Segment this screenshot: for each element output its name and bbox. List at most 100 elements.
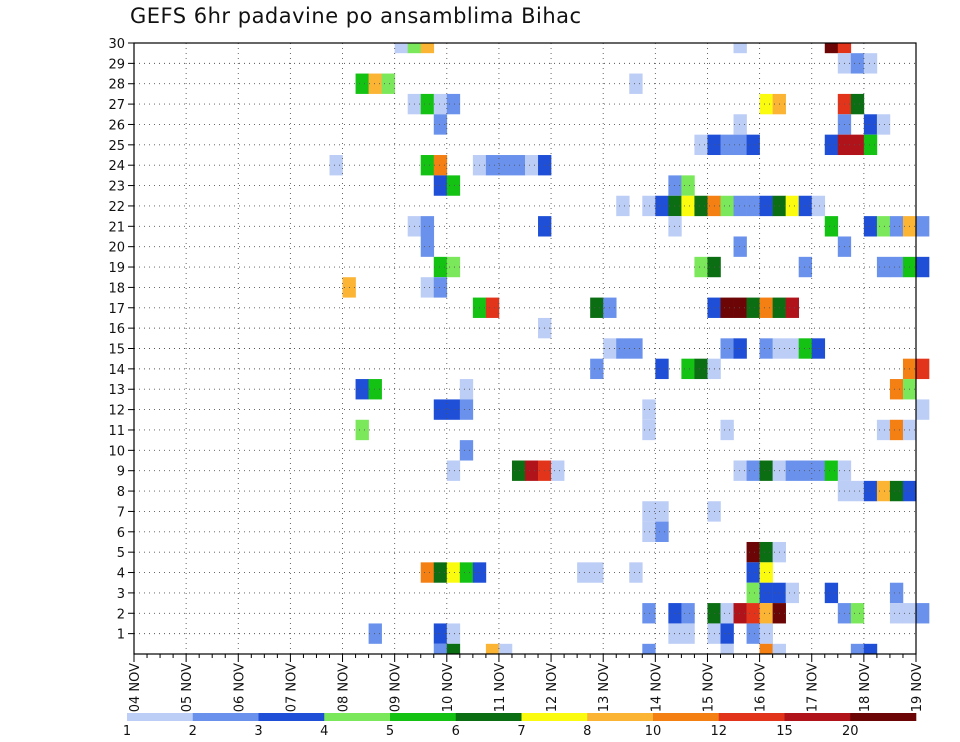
heatmap-cell: [420, 277, 435, 298]
heatmap-cell: [694, 134, 708, 156]
heatmap-cell: [850, 93, 865, 115]
y-tick-label: 13: [108, 383, 125, 398]
heatmap-cell: [407, 43, 422, 54]
heatmap-cell: [616, 195, 630, 217]
heatmap-cell: [850, 134, 865, 156]
y-tick-label: 10: [108, 444, 125, 459]
heatmap-cell: [720, 134, 734, 156]
colorbar-label: 1: [123, 724, 131, 739]
heatmap-cell: [811, 460, 826, 481]
heatmap-cell: [368, 379, 382, 400]
heatmap-cell: [837, 43, 852, 54]
y-tick-label: 21: [108, 220, 125, 235]
y-tick-label: 16: [108, 322, 125, 337]
y-tick-label: 24: [108, 159, 125, 174]
heatmap-cell: [655, 521, 669, 542]
colorbar-label: 10: [645, 724, 662, 739]
heatmap-cell: [590, 358, 604, 380]
x-tick-label: 07 NOV: [284, 663, 299, 712]
colorbar-label: 15: [776, 724, 793, 739]
heatmap-cell: [889, 480, 904, 502]
heatmap-cell: [824, 134, 839, 156]
heatmap-cell: [759, 93, 773, 115]
x-tick-label: 05 NOV: [180, 663, 195, 712]
heatmap-cell: [733, 460, 747, 481]
y-tick-label: 26: [108, 118, 125, 133]
colorbar-label: 6: [452, 724, 460, 739]
x-tick-label: 19 NOV: [910, 663, 925, 712]
x-tick-label: 08 NOV: [337, 663, 352, 712]
y-tick-label: 18: [108, 281, 125, 296]
heatmap-cell: [863, 480, 878, 502]
heatmap-cell: [681, 623, 695, 644]
x-tick-label: 14 NOV: [649, 663, 664, 712]
colorbar-swatch: [653, 713, 720, 721]
heatmap-cell: [420, 562, 435, 583]
heatmap-cell: [681, 603, 695, 624]
heatmap-cell: [889, 379, 904, 400]
heatmap-cell: [785, 338, 799, 359]
x-tick-label: 10 NOV: [441, 663, 456, 712]
heatmap-cell: [720, 297, 734, 318]
heatmap-cell: [863, 134, 878, 156]
heatmap-cell: [785, 195, 799, 217]
heatmap-cell: [668, 603, 682, 624]
heatmap-cell: [629, 562, 643, 583]
heatmap-cell: [850, 603, 865, 624]
colorbar-swatch: [455, 713, 522, 721]
heatmap-cell: [876, 480, 891, 502]
colorbar-swatch: [324, 713, 391, 721]
heatmap-cell: [446, 175, 461, 196]
y-tick-label: 25: [108, 139, 125, 154]
y-tick-label: 27: [108, 98, 125, 113]
heatmap-cell: [746, 562, 760, 583]
heatmap-cell: [863, 643, 878, 654]
x-tick-label: 17 NOV: [806, 663, 821, 712]
heatmap-cell: [889, 216, 904, 237]
heatmap-cell: [446, 643, 461, 654]
heatmap-cell: [525, 155, 539, 176]
heatmap-cell: [889, 256, 904, 278]
heatmap-cell: [733, 338, 747, 359]
y-axis: 1234567891011121314151617181920212223242…: [108, 37, 134, 643]
colorbar-swatch: [718, 713, 785, 721]
heatmap-cell: [629, 73, 643, 94]
x-tick-label: 15 NOV: [701, 663, 716, 712]
x-tick-label: 18 NOV: [858, 663, 873, 712]
heatmap-cell: [446, 623, 461, 644]
heatmap-cell: [642, 501, 656, 522]
heatmap-cell: [916, 399, 930, 420]
heatmap-cell: [733, 236, 747, 257]
heatmap-cell: [850, 53, 865, 74]
heatmap-cell: [759, 603, 773, 624]
heatmap-cell: [394, 43, 408, 54]
heatmap-cell: [759, 460, 773, 481]
heatmap-cell: [811, 338, 826, 359]
heatmap-cell: [889, 582, 904, 604]
heatmap-cell: [420, 236, 435, 257]
heatmap-cell: [590, 297, 604, 318]
y-tick-label: 3: [117, 587, 125, 602]
heatmap-cell: [459, 562, 474, 583]
heatmap-cell: [355, 73, 369, 94]
heatmap-cell: [746, 582, 760, 604]
heatmap-cell: [551, 460, 565, 481]
heatmap-cell: [720, 338, 734, 359]
heatmap-cell: [511, 155, 526, 176]
heatmap-cell: [681, 358, 695, 380]
heatmap-cell: [446, 93, 461, 115]
heatmap-cell: [642, 419, 656, 441]
heatmap-cell: [746, 541, 760, 563]
heatmap-cell: [759, 297, 773, 318]
heatmap-cell: [889, 419, 904, 441]
colorbar-swatch: [784, 713, 851, 721]
heatmap-cell: [746, 297, 760, 318]
y-tick-label: 29: [108, 57, 125, 72]
heatmap-cell: [433, 623, 448, 644]
heatmap-cell: [824, 216, 839, 237]
y-tick-label: 12: [108, 404, 125, 419]
heatmap-cell: [511, 460, 526, 481]
heatmap-cell: [733, 195, 747, 217]
colorbar-swatch: [850, 713, 917, 721]
heatmap-cell: [355, 379, 369, 400]
